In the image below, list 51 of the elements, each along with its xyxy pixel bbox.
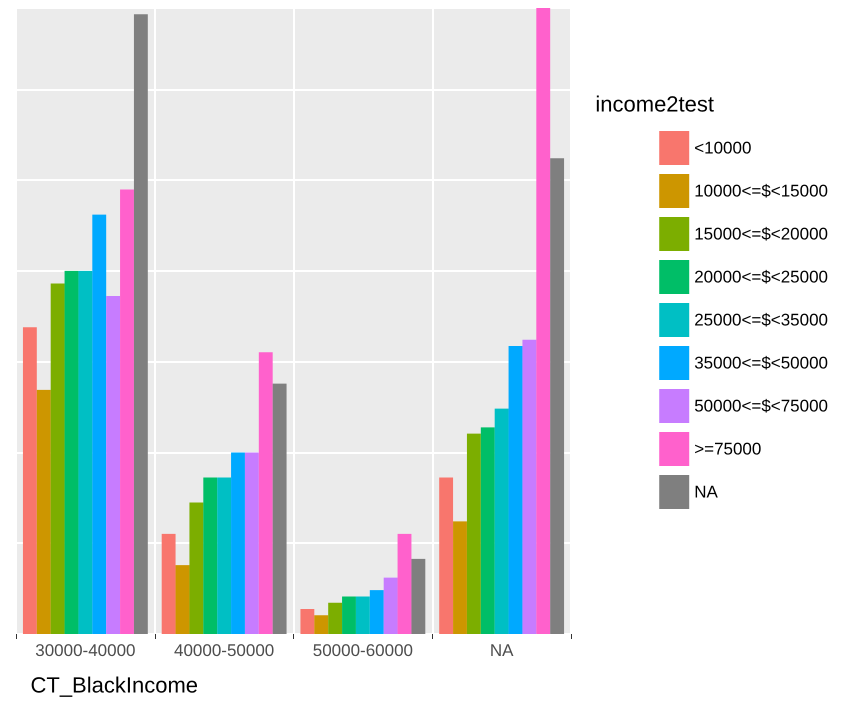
bar — [494, 408, 509, 634]
legend-label: <10000 — [694, 138, 752, 158]
x-tick-label: 40000-50000 — [174, 641, 274, 660]
bar — [453, 521, 467, 634]
bar — [522, 340, 536, 634]
bar — [22, 327, 37, 634]
bar — [64, 270, 78, 634]
bar — [231, 452, 245, 634]
bar — [300, 608, 314, 634]
legend-title: income2test — [595, 92, 714, 116]
bar — [272, 384, 287, 634]
bar — [439, 478, 454, 634]
bar — [342, 596, 356, 634]
bar — [244, 452, 259, 634]
bar — [78, 270, 92, 634]
bar — [203, 478, 218, 634]
bar — [176, 565, 190, 634]
bar — [50, 283, 65, 634]
bar — [536, 8, 550, 634]
legend-label: >=75000 — [694, 440, 762, 458]
bar — [466, 434, 481, 634]
bar — [370, 590, 384, 634]
bar — [480, 427, 495, 634]
legend-label: 50000<=$<75000 — [694, 396, 828, 416]
bar — [384, 578, 398, 634]
bar — [189, 502, 204, 634]
legend-label: NA — [694, 482, 718, 502]
bar — [398, 534, 412, 634]
bar — [162, 534, 176, 634]
bar — [550, 158, 564, 634]
x-tick-label: 30000-40000 — [35, 641, 136, 660]
bar — [92, 214, 106, 634]
legend-label: 10000<=$<15000 — [694, 182, 828, 200]
bar — [314, 615, 328, 634]
bar — [120, 190, 134, 634]
bar — [134, 14, 148, 634]
bar — [328, 602, 342, 634]
legend-label: 15000<=$<20000 — [694, 224, 828, 244]
bar — [508, 346, 522, 634]
bar — [36, 390, 51, 634]
bar — [106, 296, 120, 634]
bar — [258, 352, 273, 634]
x-axis-title: CT_BlackIncome — [30, 672, 198, 698]
bar — [356, 596, 370, 634]
bar — [217, 478, 232, 634]
legend-label: 20000<=$<25000 — [694, 268, 828, 286]
legend-label: 25000<=$<35000 — [694, 310, 828, 330]
bar — [411, 558, 426, 634]
legend-label: 35000<=$<50000 — [694, 354, 828, 372]
x-tick-label: 50000-60000 — [312, 641, 413, 660]
x-tick-label: NA — [490, 641, 514, 660]
